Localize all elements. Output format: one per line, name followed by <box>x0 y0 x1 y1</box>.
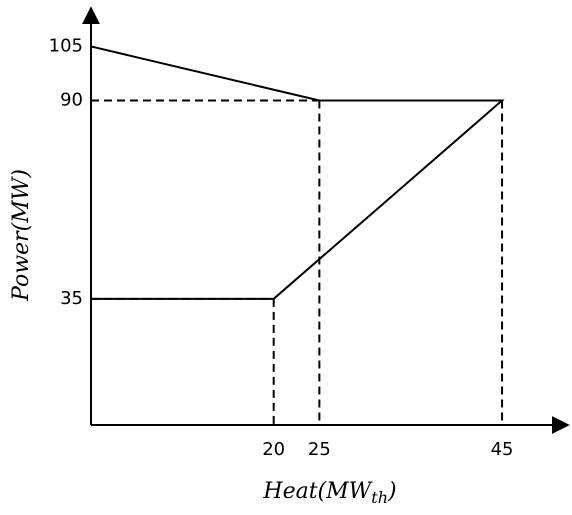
region-boundary <box>90 45 505 300</box>
y-tick-label: 105 <box>49 35 83 56</box>
y-tick-label: 35 <box>60 288 83 309</box>
x-label-sub: th <box>371 488 388 507</box>
x-label-end: ) <box>387 479 397 504</box>
x-axis-label: Heat(MWth) <box>262 479 396 507</box>
y-tick-label: 90 <box>60 90 83 111</box>
x-tick-label: 25 <box>308 439 331 460</box>
y-axis-label: Power(MW) <box>9 169 34 302</box>
x-tick-label: 20 <box>262 439 285 460</box>
x-label-text: Heat(MW <box>262 479 373 504</box>
x-tick-label: 45 <box>491 439 514 460</box>
